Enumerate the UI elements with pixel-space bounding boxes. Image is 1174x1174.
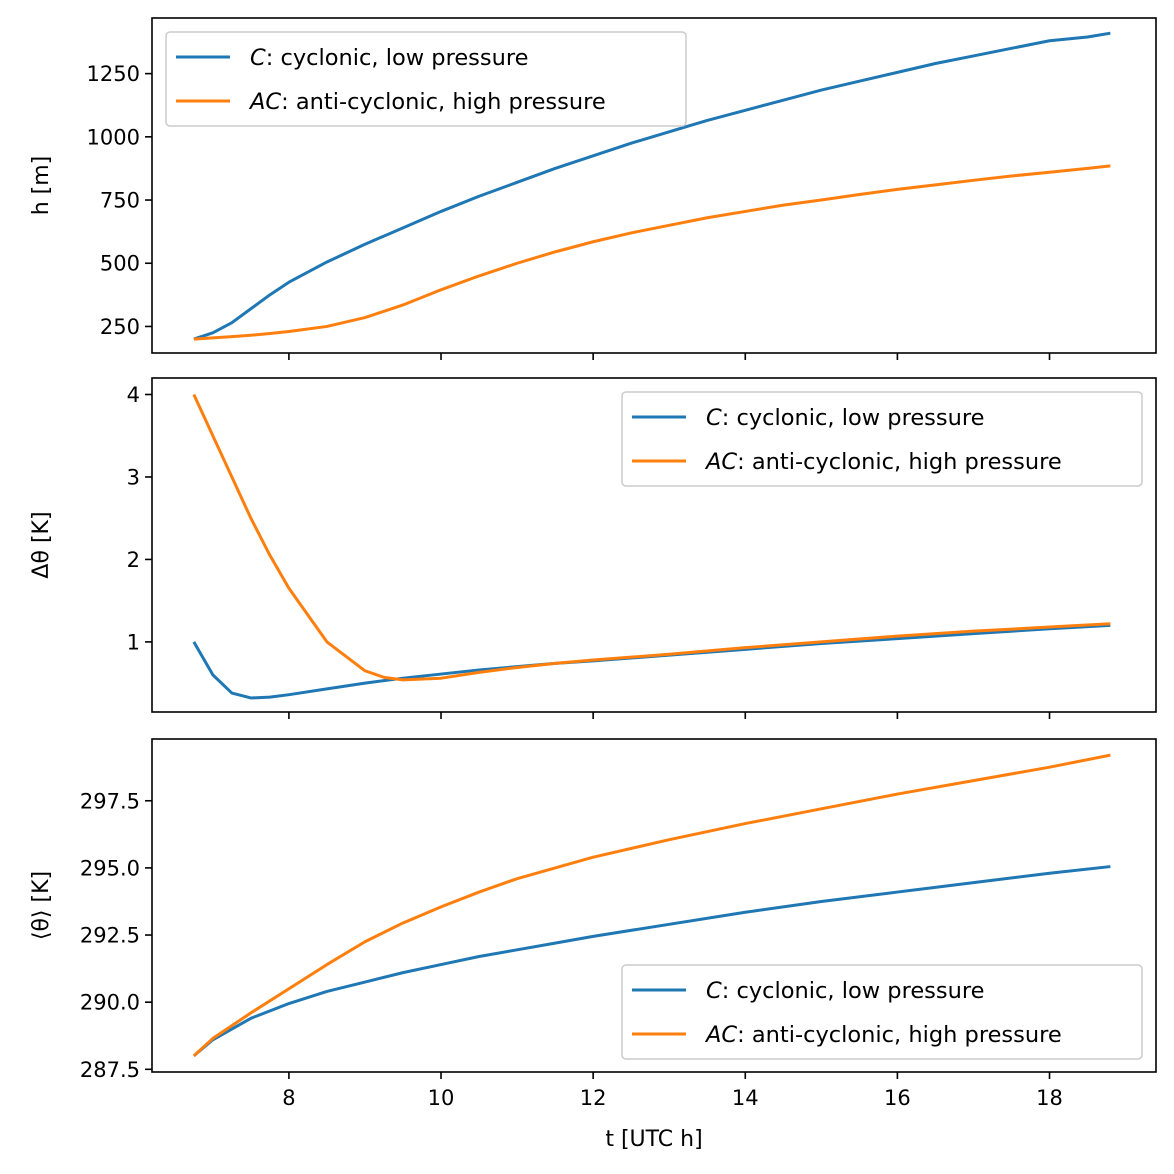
legend-entry-ac: AC: anti-cyclonic, high pressure [704, 1022, 1062, 1048]
legend-frame [165, 31, 687, 127]
y-tick-label: 297.5 [80, 789, 140, 813]
y-tick-label: 500 [100, 252, 140, 276]
series-line-ac [193, 164, 1111, 341]
y-tick-label: 250 [100, 315, 140, 339]
legend-series-desc: : anti-cyclonic, high pressure [737, 1022, 1062, 1048]
legend-frame [621, 964, 1143, 1060]
series-line-c [193, 31, 1111, 341]
axes-frame [151, 738, 1157, 1073]
legend-series-name: C [706, 978, 722, 1004]
legend-series-desc: : cyclonic, low pressure [722, 405, 985, 431]
legend-frame [621, 391, 1143, 487]
y-tick-label: 1000 [87, 125, 140, 149]
y-tick-label: 2 [127, 548, 140, 572]
legend-series-name: AC [704, 1022, 737, 1048]
legend-entry-ac: AC: anti-cyclonic, high pressure [704, 449, 1062, 475]
y-tick-label: 1 [127, 630, 140, 654]
x-axis-label: t [UTC h] [605, 1127, 702, 1152]
legend-series-name: C [250, 45, 266, 71]
y-tick-label: 292.5 [80, 924, 140, 948]
y-tick-label: 3 [127, 465, 140, 489]
y-axis-label: h [m] [29, 156, 54, 216]
series-line-c [192, 623, 1111, 700]
legend: C: cyclonic, low pressure AC: anti-cyclon… [621, 391, 1143, 487]
y-tick-label: 750 [100, 189, 140, 213]
x-tick-label: 18 [1036, 1086, 1063, 1110]
legend-entry-ac: AC: anti-cyclonic, high pressure [248, 89, 606, 115]
panel-3: 8 10 12 14 16 18 287.5 290.0 292.5 295.0 297.5 ⟨θ⟩ … [29, 738, 1157, 1152]
y-tick-label: 295.0 [80, 856, 140, 880]
legend-entry-c: C: cyclonic, low pressure [250, 45, 528, 71]
legend-series-desc: : anti-cyclonic, high pressure [737, 449, 1062, 475]
legend-series-desc: : cyclonic, low pressure [266, 45, 529, 71]
panel-2: 1 2 3 4 Δθ [K] C: cyclonic, low pressure AC: a… [29, 377, 1157, 719]
x-tick-label: 8 [282, 1086, 295, 1110]
legend: C: cyclonic, low pressure AC: anti-cyclon… [165, 31, 687, 127]
panel-1: 250 500 750 1000 1250 h [m] C: cyclonic, low p… [29, 17, 1157, 360]
x-tick-label: 16 [884, 1086, 911, 1110]
series-line-ac [192, 393, 1111, 682]
legend-series-name: AC [704, 449, 737, 475]
legend-series-desc: : cyclonic, low pressure [722, 978, 985, 1004]
legend-series-desc: : anti-cyclonic, high pressure [281, 89, 606, 115]
x-tick-label: 10 [428, 1086, 455, 1110]
x-tick-label: 12 [580, 1086, 607, 1110]
legend-entry-c: C: cyclonic, low pressure [706, 978, 984, 1004]
legend-series-name: C [706, 405, 722, 431]
y-axis-label: ⟨θ⟩ [K] [29, 871, 54, 940]
series-line-ac [192, 753, 1111, 1057]
y-axis-label: Δθ [K] [29, 511, 54, 578]
x-tick-label: 14 [732, 1086, 759, 1110]
legend: C: cyclonic, low pressure AC: anti-cyclon… [621, 964, 1143, 1060]
y-tick-label: 290.0 [80, 991, 140, 1015]
axes-frame [151, 377, 1157, 713]
y-tick-label: 4 [127, 383, 140, 407]
legend-entry-c: C: cyclonic, low pressure [706, 405, 984, 431]
series-line-c [192, 865, 1111, 1058]
axes-frame [151, 17, 1157, 354]
y-tick-label: 287.5 [80, 1058, 140, 1082]
legend-series-name: AC [248, 89, 281, 115]
y-tick-label: 1250 [87, 62, 140, 86]
